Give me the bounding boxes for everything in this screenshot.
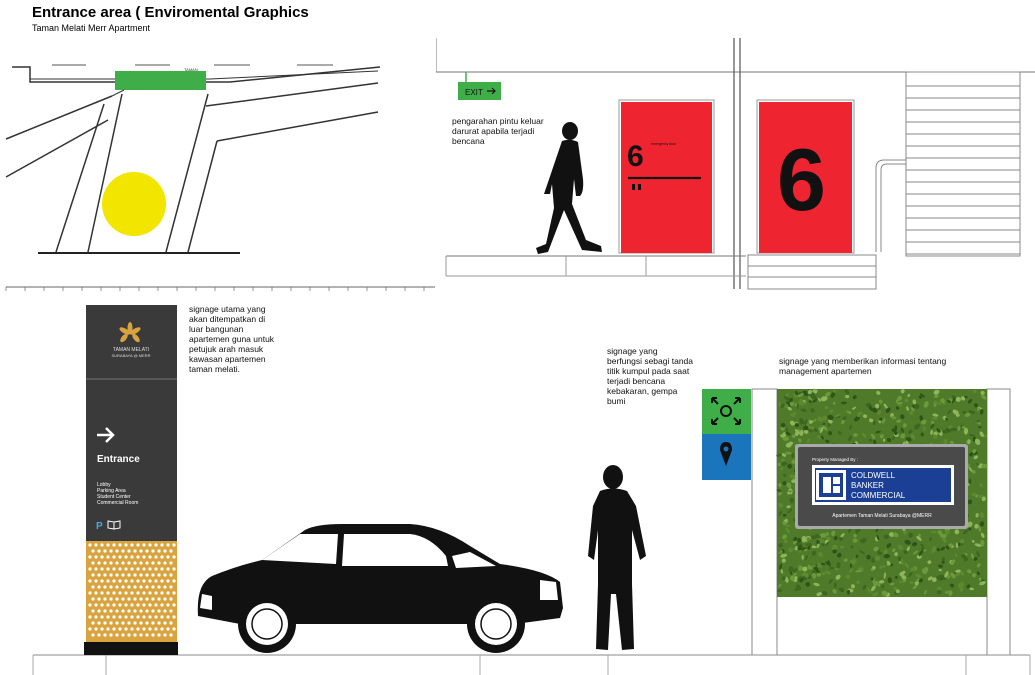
arrow-right-icon bbox=[97, 427, 115, 443]
pylon-base bbox=[84, 642, 178, 655]
door-small-number: 6 bbox=[627, 140, 644, 173]
yellow-gathering-point bbox=[102, 172, 166, 236]
emergency-door-large bbox=[759, 102, 852, 253]
running-person-icon bbox=[632, 184, 641, 190]
evacuation-note: pengarahan pintu keluar darurat apabila … bbox=[452, 116, 544, 146]
pylon-destination-1: Parking Area bbox=[97, 488, 126, 494]
exit-sign bbox=[458, 82, 501, 100]
door-small-caption: emergency door bbox=[651, 142, 677, 146]
evacuation-elevation: EXIT 6 emergency door 6 bbox=[436, 38, 1035, 290]
walking-person-silhouette bbox=[536, 122, 602, 254]
pylon-sign-panel bbox=[86, 305, 177, 541]
pylon-destination-3: Commercial Room bbox=[97, 500, 138, 506]
exit-sign-label: EXIT bbox=[465, 88, 483, 97]
page-title: Entrance area ( Enviromental Graphics bbox=[32, 4, 309, 21]
green-signage-block bbox=[115, 71, 206, 90]
brand-line2: BANKER bbox=[851, 481, 884, 490]
door-large-number: 6 bbox=[777, 130, 826, 229]
location-pin-icon bbox=[720, 442, 732, 466]
brand-line1: COLDWELL bbox=[851, 471, 896, 480]
standing-person-silhouette bbox=[588, 465, 646, 650]
brand-line3: COMMERCIAL bbox=[851, 491, 906, 500]
parking-icon: P bbox=[96, 521, 103, 532]
assembly-note: signage yang berfungsi sebagi tanda titi… bbox=[607, 346, 694, 406]
pylon-note: signage utama yang akan ditempatkan di l… bbox=[189, 304, 275, 374]
arrow-right-icon bbox=[487, 87, 496, 95]
car-silhouette bbox=[197, 524, 563, 653]
pylon-brand-line1: TAMAN MELATI bbox=[113, 347, 149, 353]
pylon-destination-2: Student Center bbox=[97, 494, 131, 500]
board-footer: Apartemen Taman Melati Surabaya @MERR bbox=[832, 513, 932, 519]
managed-by-label: Property Managed By : bbox=[812, 457, 858, 462]
pylon-destination-0: Lobby bbox=[97, 482, 111, 488]
book-icon bbox=[107, 520, 121, 530]
svg-text:P: P bbox=[96, 521, 103, 532]
assembly-point-icon bbox=[711, 397, 741, 425]
entrance-elevation: TAMAN MELATI SURABAYA @ MERR Entrance Lo… bbox=[32, 305, 1031, 675]
management-note: signage yang memberikan informasi tentan… bbox=[779, 356, 947, 376]
pylon-entrance-label: Entrance bbox=[97, 454, 140, 465]
site-label: TAMAN bbox=[184, 67, 198, 72]
pylon-brand-line2: SURABAYA @ MERR bbox=[111, 353, 150, 358]
site-plan: TAMAN bbox=[5, 64, 435, 291]
louver-panel bbox=[905, 71, 1021, 257]
coldwell-logo-icon bbox=[819, 473, 843, 497]
assembly-point-sign bbox=[702, 389, 751, 434]
flower-logo-icon bbox=[119, 322, 141, 343]
page-subtitle: Taman Melati Merr Apartment bbox=[32, 23, 151, 33]
